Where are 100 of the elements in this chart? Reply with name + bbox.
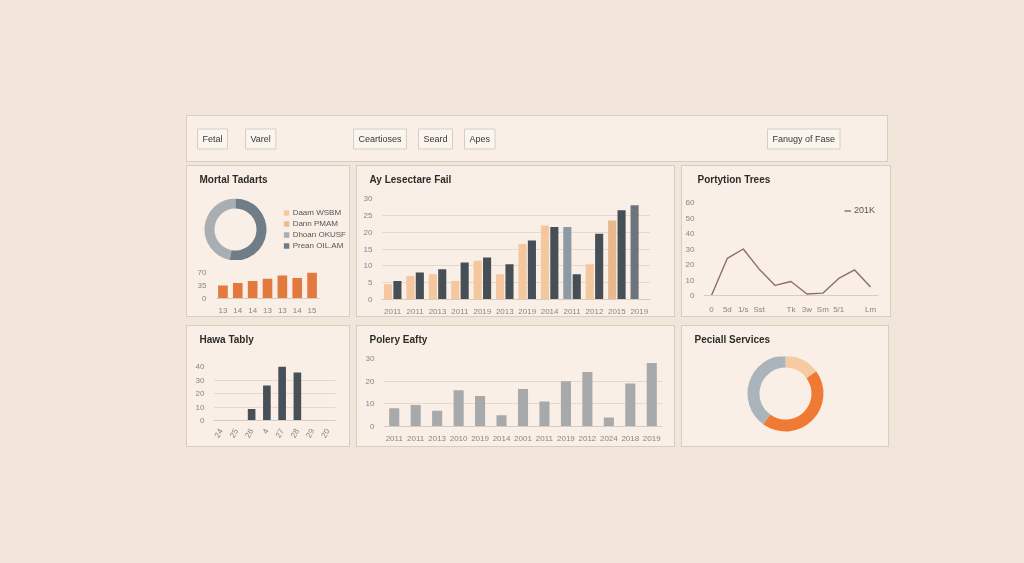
y-tick-label: 10 xyxy=(363,261,374,271)
y-tick-label: 20 xyxy=(365,376,376,386)
x-tick-label: 2011 xyxy=(406,306,425,316)
text: Fetal xyxy=(202,134,223,144)
x-tick-label: 2011 xyxy=(563,306,582,316)
text: Fanugy of Fase xyxy=(772,134,836,144)
y-tick-label: 10 xyxy=(365,399,376,409)
bar xyxy=(278,366,286,421)
x-tick-label: 5d xyxy=(722,304,732,314)
y-tick-label: 15 xyxy=(363,244,374,254)
chart-title: Portytion Trees xyxy=(697,173,771,185)
x-tick-label: 2001 xyxy=(514,433,533,443)
x-tick-label: 2012 xyxy=(578,433,597,443)
bar xyxy=(625,383,636,427)
chart-title: Peciall Services xyxy=(694,333,771,345)
text: Seard xyxy=(423,134,448,144)
x-tick-label: 20 xyxy=(319,426,333,440)
y-tick-label: 30 xyxy=(363,194,374,203)
y-tick-label: 20 xyxy=(363,227,374,237)
bar xyxy=(232,282,243,299)
y-tick-label: 0 xyxy=(368,295,374,304)
y-tick-label: 30 xyxy=(195,375,206,385)
bar xyxy=(428,274,437,300)
x-tick-label: 29 xyxy=(304,426,317,440)
x-tick-label: 26 xyxy=(243,426,256,440)
legend-label: Daam WSBM xyxy=(292,208,342,217)
x-tick-label: 2018 xyxy=(621,433,640,443)
y-tick-label: 50 xyxy=(685,213,696,223)
x-tick-label: 2019 xyxy=(471,433,490,443)
y-tick-label: 20 xyxy=(685,260,696,269)
text: Varel xyxy=(250,134,271,144)
bar xyxy=(582,372,593,427)
line-series xyxy=(710,248,872,296)
x-tick-label: 14 xyxy=(248,305,258,315)
y-tick-label: 0 xyxy=(200,416,206,425)
bar xyxy=(608,220,617,300)
x-tick-label: 2011 xyxy=(385,433,404,443)
bar xyxy=(293,372,302,421)
bar xyxy=(473,260,482,300)
bar xyxy=(505,264,514,300)
bar xyxy=(540,225,549,300)
x-tick-label: 2014 xyxy=(492,433,511,443)
legend-label: 201K xyxy=(853,205,875,215)
bar xyxy=(307,272,317,299)
chart-title: Ay Lesectare Fail xyxy=(369,173,452,185)
bar xyxy=(563,227,572,300)
y-tick-label: 30 xyxy=(685,244,696,254)
x-tick-label: 5/1 xyxy=(833,304,845,314)
x-tick-label: 2010 xyxy=(449,433,469,443)
bar xyxy=(475,395,486,427)
x-tick-label: 15 xyxy=(307,305,318,315)
y-tick-label: 0 xyxy=(202,294,208,303)
x-tick-label: Sm xyxy=(816,304,830,314)
bar xyxy=(550,227,559,300)
chart-title: Hawa Tably xyxy=(199,333,255,345)
bar xyxy=(383,284,393,300)
x-tick-label: Tk xyxy=(786,304,797,314)
y-tick-label: 35 xyxy=(197,281,208,290)
bar xyxy=(585,264,594,300)
bar xyxy=(630,205,639,300)
x-tick-label: 2019 xyxy=(642,433,662,443)
x-tick-label: 2011 xyxy=(407,433,425,443)
y-tick-label: 30 xyxy=(365,354,376,363)
x-tick-label: 13 xyxy=(218,305,228,315)
x-tick-label: Sst xyxy=(753,304,766,314)
bar xyxy=(527,240,536,300)
x-tick-label: 2019 xyxy=(557,433,576,443)
x-tick-label: 2011 xyxy=(384,306,402,316)
text: Ceartioses xyxy=(358,134,403,144)
x-tick-label: 4 xyxy=(260,426,272,436)
x-tick-label: 14 xyxy=(233,305,243,315)
y-tick-label: 10 xyxy=(685,275,696,285)
x-tick-label: 13 xyxy=(263,305,273,315)
x-tick-label: 2019 xyxy=(518,306,537,316)
bar xyxy=(432,410,443,427)
x-tick-label: 27 xyxy=(273,426,287,440)
text: Apes xyxy=(469,134,491,144)
y-tick-label: 25 xyxy=(363,210,374,220)
bar xyxy=(389,408,400,427)
x-tick-label: Lm xyxy=(864,304,877,314)
x-tick-label: 25 xyxy=(228,426,241,440)
y-tick-label: 0 xyxy=(690,291,696,300)
y-tick-label: 40 xyxy=(195,362,206,371)
x-tick-label: 2011 xyxy=(451,306,470,316)
bar xyxy=(218,285,228,299)
bar xyxy=(451,280,460,300)
bar xyxy=(496,274,505,300)
x-tick-label: 2014 xyxy=(540,306,560,316)
bar xyxy=(518,243,527,300)
x-tick-label: 28 xyxy=(289,426,302,440)
y-tick-label: 60 xyxy=(685,198,696,207)
bar xyxy=(539,401,550,427)
legend-label: Dhoan OKUSF xyxy=(292,230,346,239)
y-tick-label: 10 xyxy=(195,402,206,412)
x-tick-label: 2013 xyxy=(428,433,447,443)
y-tick-label: 70 xyxy=(197,268,208,277)
x-tick-label: 2012 xyxy=(585,306,604,316)
bar xyxy=(460,262,469,300)
chart-title: Polery Eafty xyxy=(369,333,428,345)
bar xyxy=(263,385,271,421)
